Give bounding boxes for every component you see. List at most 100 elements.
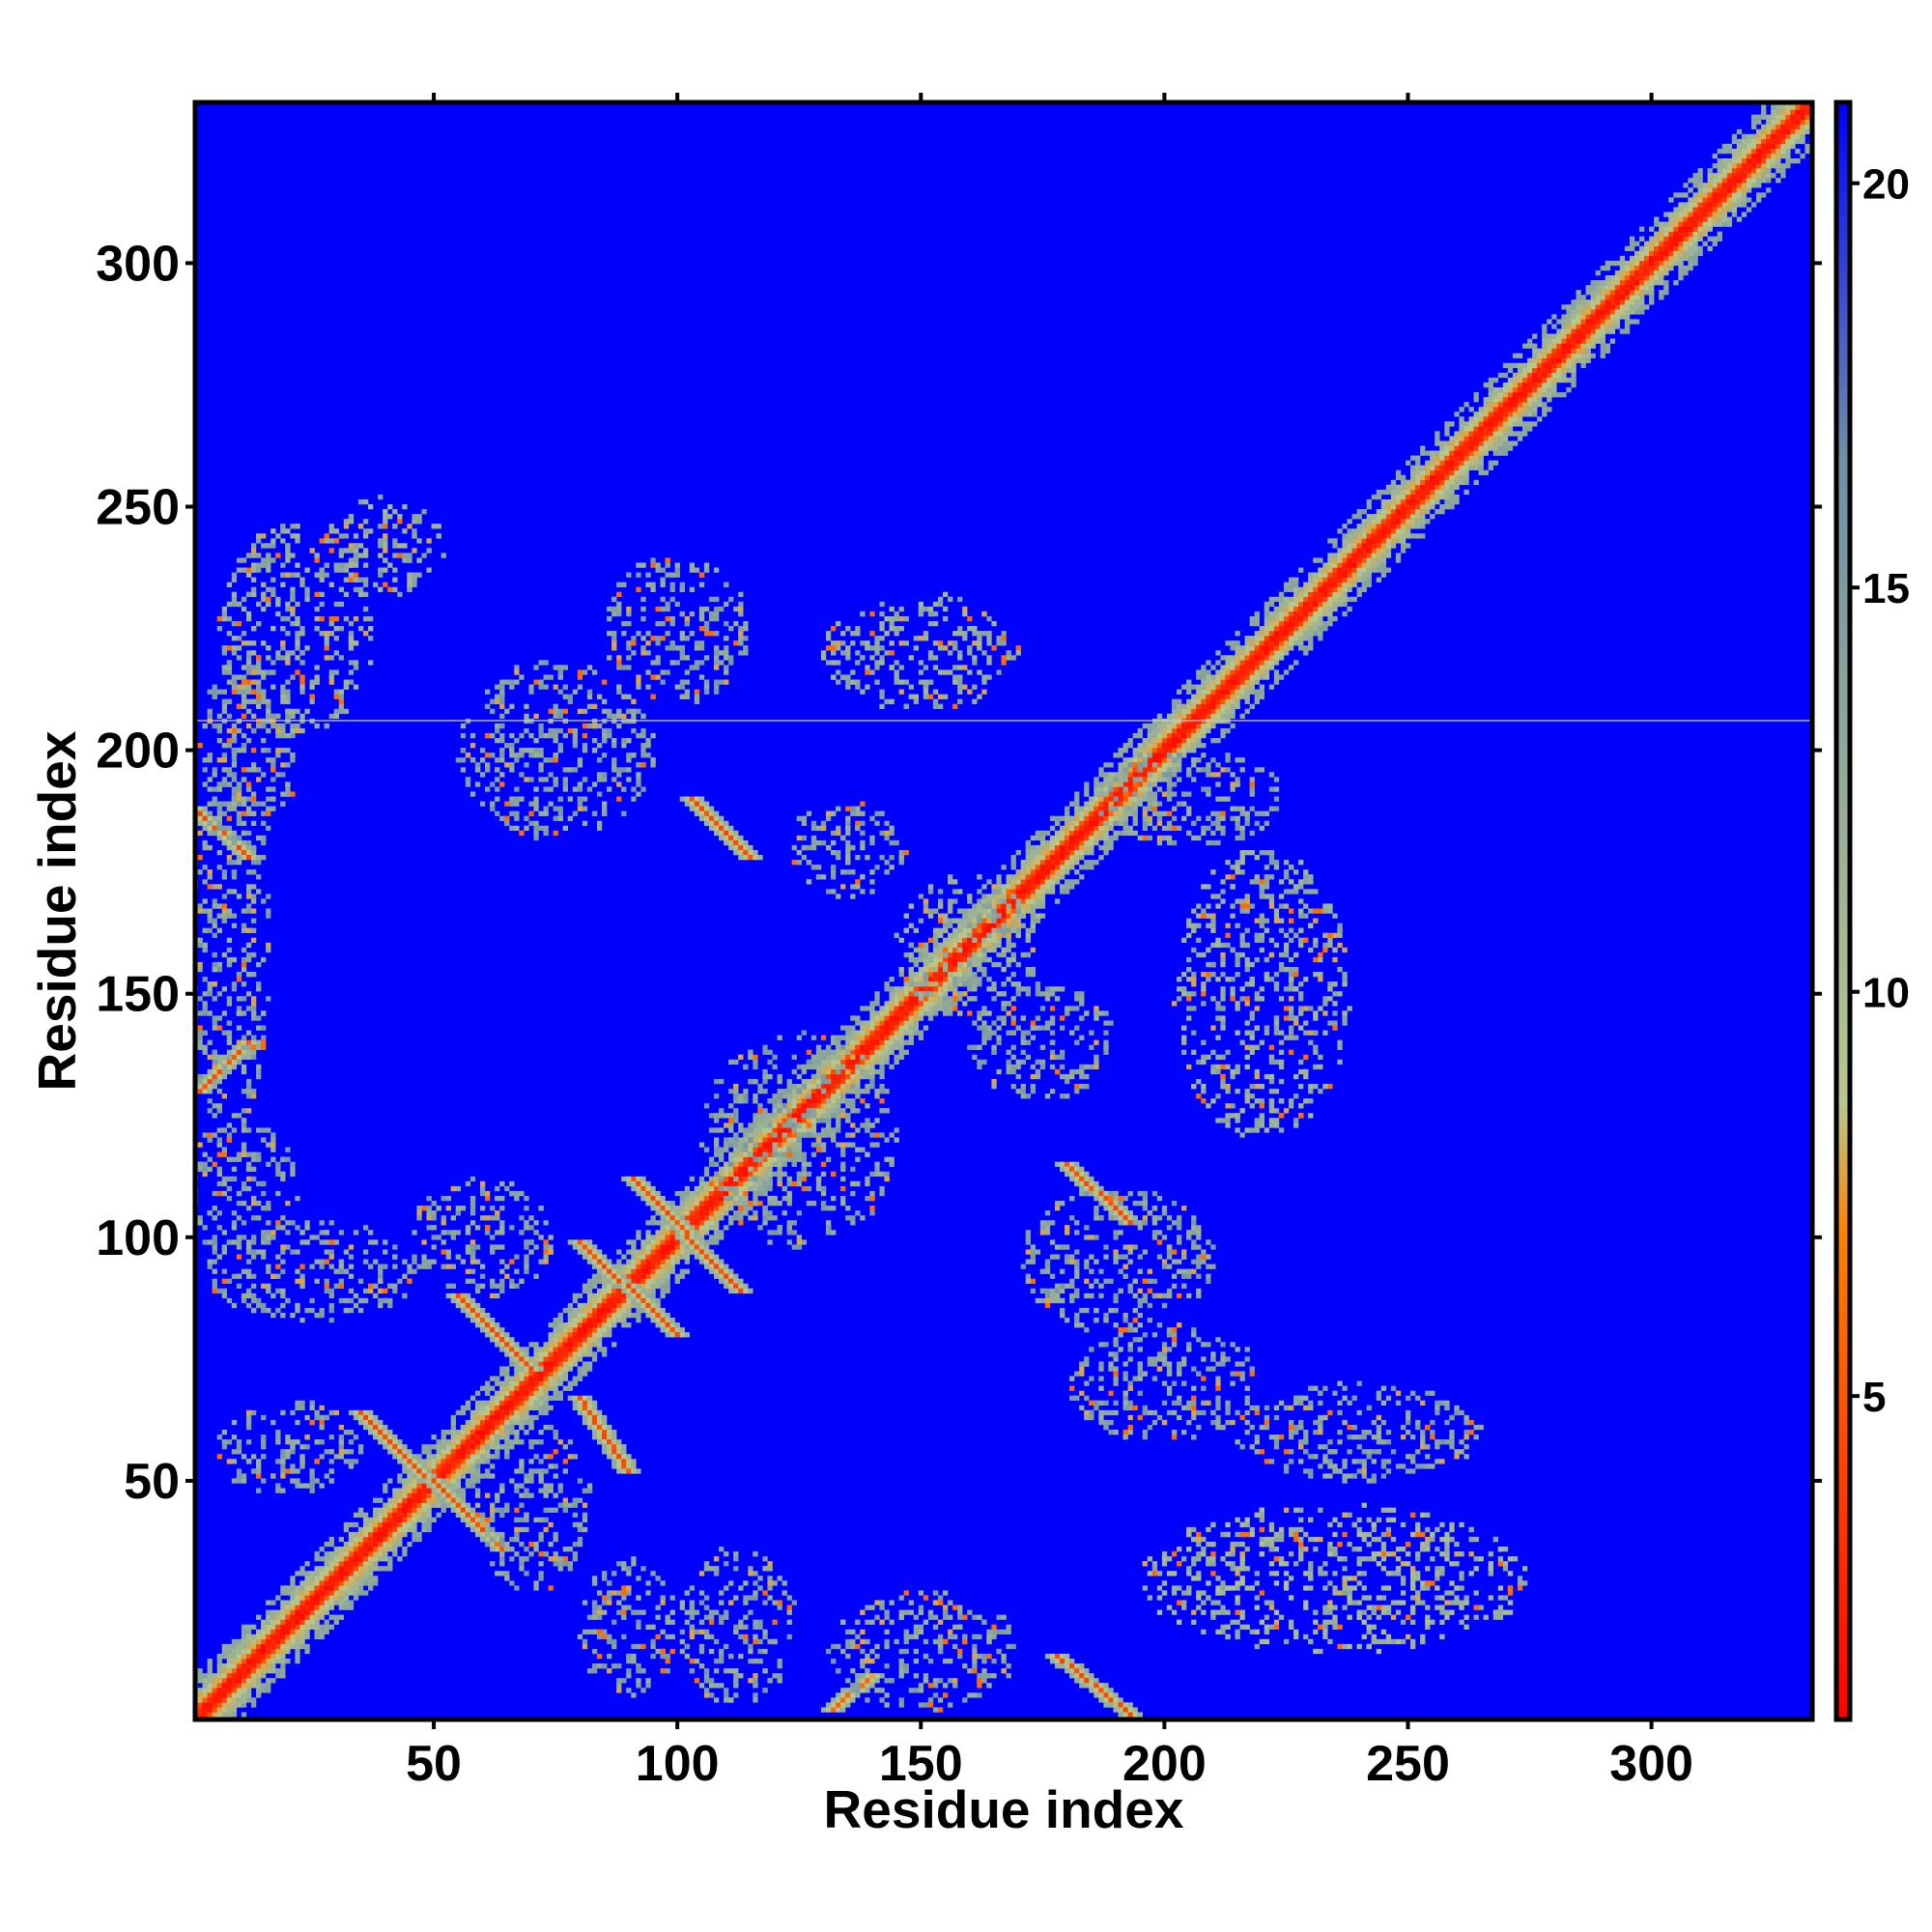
- diagonal-cell: [392, 1547, 398, 1552]
- diagonal-cell: [1731, 157, 1738, 164]
- diagonal-cell: [1254, 636, 1260, 641]
- diagonal-cell: [1201, 684, 1207, 690]
- diagonal-cell: [490, 1409, 496, 1416]
- diagonal-cell: [357, 1526, 364, 1533]
- diagonal-cell: [1517, 436, 1523, 441]
- diagonal-cell: [1595, 295, 1601, 300]
- diagonal-cell: [1439, 450, 1445, 456]
- diagonal-cell: [1688, 178, 1693, 184]
- diagonal-cell: [1347, 562, 1352, 568]
- diagonal-cell: [1537, 392, 1543, 398]
- diagonal-cell: [996, 937, 1002, 944]
- diagonal-cell: [1473, 445, 1479, 451]
- diagonal-cell: [226, 1678, 233, 1684]
- diagonal-cell: [1492, 436, 1499, 441]
- diagonal-cell: [1766, 143, 1772, 150]
- diagonal-cell: [665, 1288, 670, 1294]
- diagonal-cell: [801, 1103, 808, 1109]
- diagonal-cell: [767, 1176, 773, 1182]
- diagonal-cell: [713, 1239, 720, 1245]
- diagonal-cell: [285, 1648, 291, 1655]
- diagonal-cell: [397, 1478, 403, 1484]
- diagonal-cell: [1318, 601, 1323, 608]
- diagonal-cell: [250, 1643, 257, 1650]
- diagonal-cell: [952, 1001, 958, 1007]
- diagonal-cell: [490, 1376, 496, 1381]
- diagonal-cell: [1644, 304, 1650, 310]
- diagonal-cell: [772, 1108, 778, 1114]
- diagonal-cell: [655, 1239, 661, 1245]
- diagonal-cell: [733, 1151, 739, 1157]
- diagonal-cell: [557, 1366, 563, 1372]
- diagonal-cell: [679, 1244, 685, 1250]
- diagonal-cell: [362, 1580, 369, 1586]
- diagonal-cell: [1430, 503, 1435, 510]
- diagonal-cell: [1761, 192, 1767, 198]
- diagonal-cell: [1600, 280, 1605, 286]
- diagonal-cell: [1322, 611, 1328, 617]
- diagonal-cell: [421, 1502, 427, 1508]
- diagonal-cell: [1161, 762, 1168, 768]
- diagonal-cell: [1771, 114, 1776, 120]
- diagonal-cell: [1580, 324, 1586, 329]
- diagonal-cell: [616, 1318, 622, 1323]
- diagonal-cell: [942, 977, 949, 982]
- diagonal-cell: [1039, 903, 1046, 909]
- diagonal-cell: [1347, 586, 1352, 592]
- diagonal-cell: [1313, 586, 1319, 592]
- diagonal-cell: [1492, 392, 1499, 398]
- diagonal-cell: [1074, 825, 1080, 832]
- diagonal-cell: [562, 1322, 568, 1328]
- diagonal-cell: [1278, 620, 1285, 627]
- diagonal-cell: [528, 1390, 534, 1396]
- diagonal-cell: [820, 1094, 827, 1099]
- diagonal-cell: [1614, 295, 1621, 300]
- diagonal-cell: [1761, 153, 1767, 159]
- diagonal-cell: [1371, 543, 1377, 549]
- diagonal-cell: [1697, 207, 1703, 213]
- diagonal-cell: [1035, 849, 1041, 856]
- diagonal-cell: [1006, 913, 1011, 919]
- diagonal-cell: [1298, 611, 1304, 617]
- diagonal-cell: [436, 1454, 441, 1460]
- diagonal-cell: [719, 1180, 724, 1187]
- diagonal-cell: [1298, 631, 1304, 637]
- diagonal-cell: [387, 1521, 393, 1528]
- diagonal-cell: [1239, 694, 1245, 699]
- diagonal-cell: [903, 1030, 909, 1036]
- diagonal-cell: [781, 1137, 787, 1143]
- diagonal-cell: [1020, 894, 1026, 899]
- diagonal-cell: [250, 1624, 257, 1630]
- diagonal-cell: [1220, 713, 1226, 720]
- diagonal-cell: [1702, 202, 1708, 208]
- diagonal-cell: [485, 1380, 491, 1386]
- diagonal-cell: [1161, 767, 1168, 773]
- diagonal-cell: [357, 1576, 364, 1581]
- diagonal-cell: [962, 952, 968, 958]
- diagonal-cell: [1044, 874, 1051, 880]
- diagonal-cell: [781, 1118, 787, 1123]
- diagonal-cell: [1663, 212, 1669, 217]
- diagonal-cell: [942, 923, 949, 928]
- diagonal-cell: [1318, 567, 1323, 573]
- diagonal-cell: [407, 1541, 412, 1548]
- diagonal-cell: [1103, 810, 1109, 816]
- diagonal-cell: [1030, 894, 1037, 899]
- diagonal-cell: [1721, 207, 1728, 213]
- diagonal-cell: [1390, 489, 1397, 496]
- diagonal-cell: [450, 1439, 456, 1445]
- diagonal-cell: [1644, 280, 1650, 286]
- diagonal-cell: [1327, 591, 1333, 598]
- diagonal-cell: [538, 1385, 544, 1391]
- diagonal-cell: [1327, 615, 1333, 622]
- diagonal-cell: [440, 1468, 446, 1474]
- diagonal-cell: [894, 996, 899, 1002]
- diagonal-cell: [1673, 207, 1679, 213]
- diagonal-cell: [1337, 553, 1343, 558]
- diagonal-cell: [250, 1638, 257, 1645]
- diagonal-cell: [1400, 479, 1406, 486]
- diagonal-cell: [1595, 270, 1601, 276]
- diagonal-cell: [1293, 582, 1299, 587]
- diagonal-cell: [631, 1312, 637, 1319]
- diagonal-cell: [1371, 548, 1377, 554]
